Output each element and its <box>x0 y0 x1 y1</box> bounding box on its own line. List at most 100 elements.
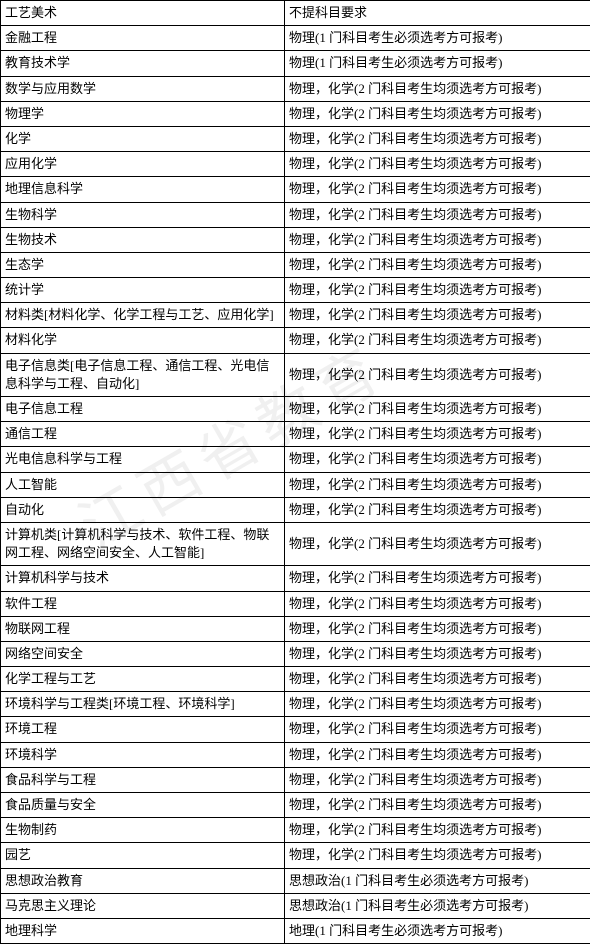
requirement-cell: 物理，化学(2 门科目考生均须选考方可报考) <box>285 472 590 497</box>
table-row: 材料类[材料化学、化学工程与工艺、应用化学]物理，化学(2 门科目考生均须选考方… <box>1 303 590 328</box>
table-row: 生态学物理，化学(2 门科目考生均须选考方可报考) <box>1 252 590 277</box>
table-row: 物联网工程物理，化学(2 门科目考生均须选考方可报考) <box>1 616 590 641</box>
requirement-cell: 物理，化学(2 门科目考生均须选考方可报考) <box>285 126 590 151</box>
major-cell: 地理科学 <box>1 918 285 943</box>
table-row: 环境工程物理，化学(2 门科目考生均须选考方可报考) <box>1 717 590 742</box>
major-cell: 数学与应用数学 <box>1 76 285 101</box>
major-cell: 生物科学 <box>1 202 285 227</box>
requirement-cell: 思想政治(1 门科目考生必须选考方可报考) <box>285 868 590 893</box>
major-cell: 计算机科学与技术 <box>1 566 285 591</box>
major-cell: 电子信息工程 <box>1 397 285 422</box>
major-cell: 应用化学 <box>1 152 285 177</box>
table-row: 马克思主义理论思想政治(1 门科目考生必须选考方可报考) <box>1 893 590 918</box>
requirement-cell: 思想政治(1 门科目考生必须选考方可报考) <box>285 893 590 918</box>
requirement-cell: 物理，化学(2 门科目考生均须选考方可报考) <box>285 202 590 227</box>
requirement-cell: 不提科目要求 <box>285 1 590 26</box>
requirement-cell: 物理，化学(2 门科目考生均须选考方可报考) <box>285 566 590 591</box>
table-row: 计算机类[计算机科学与技术、软件工程、物联网工程、网络空间安全、人工智能]物理，… <box>1 522 590 565</box>
table-row: 食品科学与工程物理，化学(2 门科目考生均须选考方可报考) <box>1 767 590 792</box>
major-cell: 生态学 <box>1 252 285 277</box>
major-cell: 思想政治教育 <box>1 868 285 893</box>
requirement-cell: 物理，化学(2 门科目考生均须选考方可报考) <box>285 328 590 353</box>
requirement-cell: 物理，化学(2 门科目考生均须选考方可报考) <box>285 767 590 792</box>
requirement-cell: 物理(1 门科目考生必须选考方可报考) <box>285 26 590 51</box>
major-cell: 金融工程 <box>1 26 285 51</box>
requirements-table: 工艺美术不提科目要求金融工程物理(1 门科目考生必须选考方可报考)教育技术学物理… <box>0 0 590 944</box>
requirement-cell: 物理，化学(2 门科目考生均须选考方可报考) <box>285 641 590 666</box>
requirement-cell: 物理，化学(2 门科目考生均须选考方可报考) <box>285 818 590 843</box>
major-cell: 生物制药 <box>1 818 285 843</box>
major-cell: 食品科学与工程 <box>1 767 285 792</box>
table-row: 材料化学物理，化学(2 门科目考生均须选考方可报考) <box>1 328 590 353</box>
table-row: 生物科学物理，化学(2 门科目考生均须选考方可报考) <box>1 202 590 227</box>
table-row: 教育技术学物理(1 门科目考生必须选考方可报考) <box>1 51 590 76</box>
table-row: 地理科学地理(1 门科目考生必须选考方可报考) <box>1 918 590 943</box>
table-row: 地理信息科学物理，化学(2 门科目考生均须选考方可报考) <box>1 177 590 202</box>
table-row: 电子信息工程物理，化学(2 门科目考生均须选考方可报考) <box>1 397 590 422</box>
major-cell: 材料类[材料化学、化学工程与工艺、应用化学] <box>1 303 285 328</box>
major-cell: 网络空间安全 <box>1 641 285 666</box>
table-row: 化学物理，化学(2 门科目考生均须选考方可报考) <box>1 126 590 151</box>
table-row: 生物制药物理，化学(2 门科目考生均须选考方可报考) <box>1 818 590 843</box>
major-cell: 软件工程 <box>1 591 285 616</box>
table-row: 化学工程与工艺物理，化学(2 门科目考生均须选考方可报考) <box>1 667 590 692</box>
table-row: 金融工程物理(1 门科目考生必须选考方可报考) <box>1 26 590 51</box>
major-cell: 物联网工程 <box>1 616 285 641</box>
major-cell: 化学 <box>1 126 285 151</box>
requirement-cell: 物理，化学(2 门科目考生均须选考方可报考) <box>285 667 590 692</box>
table-row: 数学与应用数学物理，化学(2 门科目考生均须选考方可报考) <box>1 76 590 101</box>
requirement-cell: 物理，化学(2 门科目考生均须选考方可报考) <box>285 843 590 868</box>
major-cell: 光电信息科学与工程 <box>1 447 285 472</box>
table-row: 环境科学与工程类[环境工程、环境科学]物理，化学(2 门科目考生均须选考方可报考… <box>1 692 590 717</box>
major-cell: 地理信息科学 <box>1 177 285 202</box>
requirement-cell: 物理，化学(2 门科目考生均须选考方可报考) <box>285 793 590 818</box>
requirement-cell: 地理(1 门科目考生必须选考方可报考) <box>285 918 590 943</box>
requirement-cell: 物理，化学(2 门科目考生均须选考方可报考) <box>285 152 590 177</box>
table-row: 电子信息类[电子信息工程、通信工程、光电信息科学与工程、自动化]物理，化学(2 … <box>1 353 590 396</box>
major-cell: 材料化学 <box>1 328 285 353</box>
table-row: 光电信息科学与工程物理，化学(2 门科目考生均须选考方可报考) <box>1 447 590 472</box>
major-cell: 物理学 <box>1 101 285 126</box>
requirement-cell: 物理，化学(2 门科目考生均须选考方可报考) <box>285 227 590 252</box>
major-cell: 园艺 <box>1 843 285 868</box>
requirement-cell: 物理，化学(2 门科目考生均须选考方可报考) <box>285 692 590 717</box>
major-cell: 统计学 <box>1 278 285 303</box>
requirement-cell: 物理，化学(2 门科目考生均须选考方可报考) <box>285 177 590 202</box>
requirement-cell: 物理，化学(2 门科目考生均须选考方可报考) <box>285 397 590 422</box>
requirement-cell: 物理，化学(2 门科目考生均须选考方可报考) <box>285 742 590 767</box>
major-cell: 电子信息类[电子信息工程、通信工程、光电信息科学与工程、自动化] <box>1 353 285 396</box>
major-cell: 化学工程与工艺 <box>1 667 285 692</box>
table-row: 工艺美术不提科目要求 <box>1 1 590 26</box>
table-row: 思想政治教育思想政治(1 门科目考生必须选考方可报考) <box>1 868 590 893</box>
requirement-cell: 物理，化学(2 门科目考生均须选考方可报考) <box>285 591 590 616</box>
table-row: 通信工程物理，化学(2 门科目考生均须选考方可报考) <box>1 422 590 447</box>
requirement-cell: 物理，化学(2 门科目考生均须选考方可报考) <box>285 717 590 742</box>
requirement-cell: 物理，化学(2 门科目考生均须选考方可报考) <box>285 447 590 472</box>
requirement-cell: 物理，化学(2 门科目考生均须选考方可报考) <box>285 522 590 565</box>
table-row: 园艺物理，化学(2 门科目考生均须选考方可报考) <box>1 843 590 868</box>
requirement-cell: 物理，化学(2 门科目考生均须选考方可报考) <box>285 76 590 101</box>
requirement-cell: 物理，化学(2 门科目考生均须选考方可报考) <box>285 303 590 328</box>
table-row: 应用化学物理，化学(2 门科目考生均须选考方可报考) <box>1 152 590 177</box>
major-cell: 自动化 <box>1 497 285 522</box>
major-cell: 通信工程 <box>1 422 285 447</box>
major-cell: 环境科学与工程类[环境工程、环境科学] <box>1 692 285 717</box>
major-cell: 工艺美术 <box>1 1 285 26</box>
major-cell: 生物技术 <box>1 227 285 252</box>
requirement-cell: 物理，化学(2 门科目考生均须选考方可报考) <box>285 422 590 447</box>
table-row: 食品质量与安全物理，化学(2 门科目考生均须选考方可报考) <box>1 793 590 818</box>
table-row: 网络空间安全物理，化学(2 门科目考生均须选考方可报考) <box>1 641 590 666</box>
requirement-cell: 物理，化学(2 门科目考生均须选考方可报考) <box>285 252 590 277</box>
requirement-cell: 物理，化学(2 门科目考生均须选考方可报考) <box>285 616 590 641</box>
table-row: 统计学物理，化学(2 门科目考生均须选考方可报考) <box>1 278 590 303</box>
table-row: 物理学物理，化学(2 门科目考生均须选考方可报考) <box>1 101 590 126</box>
table-row: 人工智能物理，化学(2 门科目考生均须选考方可报考) <box>1 472 590 497</box>
table-row: 软件工程物理，化学(2 门科目考生均须选考方可报考) <box>1 591 590 616</box>
requirement-cell: 物理，化学(2 门科目考生均须选考方可报考) <box>285 101 590 126</box>
requirement-cell: 物理(1 门科目考生必须选考方可报考) <box>285 51 590 76</box>
requirement-cell: 物理，化学(2 门科目考生均须选考方可报考) <box>285 497 590 522</box>
table-row: 生物技术物理，化学(2 门科目考生均须选考方可报考) <box>1 227 590 252</box>
major-cell: 环境科学 <box>1 742 285 767</box>
major-cell: 食品质量与安全 <box>1 793 285 818</box>
major-cell: 计算机类[计算机科学与技术、软件工程、物联网工程、网络空间安全、人工智能] <box>1 522 285 565</box>
